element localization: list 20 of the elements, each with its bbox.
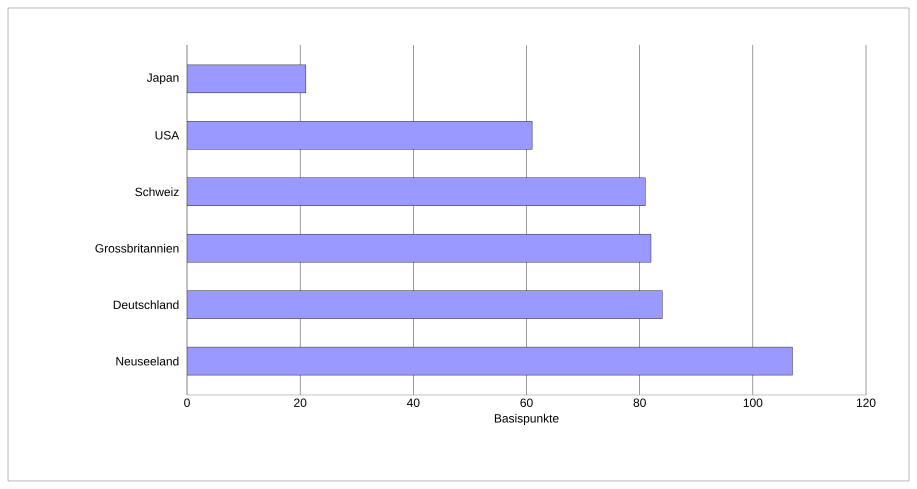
bar (187, 290, 663, 319)
x-tick-label: 120 (856, 398, 876, 407)
x-tick-label: 80 (634, 398, 646, 407)
x-tick-label: 20 (294, 398, 306, 407)
y-tick-label: Deutschland (114, 300, 178, 310)
bar (187, 121, 532, 150)
bar (187, 234, 652, 262)
x-axis-title: Basispunkte (494, 414, 559, 425)
y-tick-label: Neuseeland (116, 356, 178, 366)
y-tick-label: Japan (146, 74, 178, 84)
y-tick-label: USA (156, 131, 180, 140)
x-tick-label: 100 (744, 398, 762, 407)
bar (187, 178, 646, 206)
y-tick-label: Schweiz (135, 187, 179, 196)
x-tick-label: 0 (184, 398, 190, 407)
y-tick-label: Grossbritannien (95, 244, 178, 253)
x-tick-label: 40 (406, 398, 420, 407)
bar (187, 346, 793, 376)
x-tick-label: 60 (520, 398, 533, 407)
bar (187, 64, 306, 94)
